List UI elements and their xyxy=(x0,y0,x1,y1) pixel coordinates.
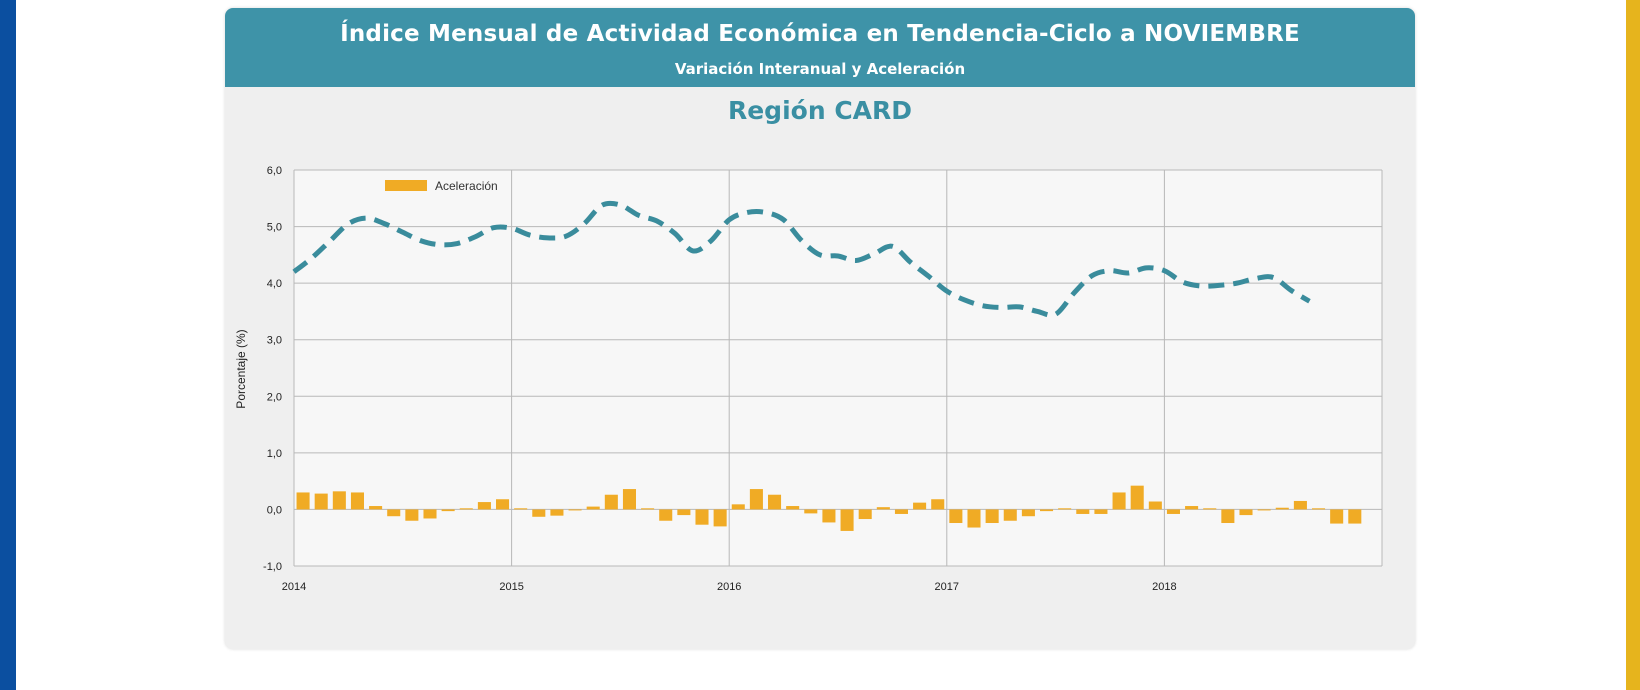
acceleration-bar xyxy=(568,509,582,511)
plot-area xyxy=(294,170,1382,566)
acceleration-bar xyxy=(1040,509,1054,512)
acceleration-bar xyxy=(314,493,328,510)
acceleration-bar xyxy=(477,502,491,510)
acceleration-bar xyxy=(858,509,872,520)
acceleration-bar xyxy=(786,506,800,510)
title-banner: Índice Mensual de Actividad Económica en… xyxy=(225,8,1415,87)
acceleration-bar xyxy=(931,499,945,510)
acceleration-bar xyxy=(659,509,673,521)
acceleration-bar xyxy=(876,507,890,510)
acceleration-bar xyxy=(586,506,600,510)
acceleration-bar xyxy=(894,509,908,514)
acceleration-bar xyxy=(713,509,727,527)
acceleration-bar xyxy=(405,509,419,521)
acceleration-bar xyxy=(532,509,546,517)
acceleration-bar xyxy=(423,509,437,519)
acceleration-bar xyxy=(804,509,818,514)
x-tick-label: 2017 xyxy=(935,581,959,593)
right-accent-stripe xyxy=(1626,0,1640,690)
acceleration-bar xyxy=(459,508,473,510)
y-tick-label: 2,0 xyxy=(267,391,282,403)
acceleration-bar xyxy=(387,509,401,517)
acceleration-bar xyxy=(731,504,745,510)
acceleration-bar xyxy=(985,509,999,524)
y-axis-label: Porcentaje (%) xyxy=(234,329,248,408)
acceleration-bar xyxy=(1330,509,1344,524)
acceleration-bar xyxy=(913,502,927,510)
x-tick-label: 2016 xyxy=(717,581,741,593)
acceleration-bar xyxy=(677,509,691,516)
acceleration-bar xyxy=(1239,509,1253,516)
y-tick-label: 6,0 xyxy=(267,165,282,177)
acceleration-bar xyxy=(1076,509,1090,514)
acceleration-bar xyxy=(967,509,981,528)
acceleration-bar xyxy=(350,492,364,510)
chart-card: Índice Mensual de Actividad Económica en… xyxy=(225,8,1415,649)
acceleration-bar xyxy=(332,491,346,510)
legend: Aceleración xyxy=(385,179,498,193)
x-tick-label: 2014 xyxy=(282,581,306,593)
acceleration-bar xyxy=(441,509,455,512)
acceleration-bar xyxy=(514,508,528,510)
y-tick-label: 1,0 xyxy=(267,448,282,460)
legend-swatch xyxy=(385,180,427,191)
acceleration-bar xyxy=(1203,508,1217,510)
acceleration-bar xyxy=(1166,509,1180,514)
legend-label: Aceleración xyxy=(435,179,498,193)
acceleration-bar xyxy=(695,509,709,525)
y-tick-label: 3,0 xyxy=(267,335,282,347)
acceleration-bar xyxy=(1185,506,1199,510)
y-tick-label: 4,0 xyxy=(267,278,282,290)
acceleration-bar xyxy=(1293,500,1307,510)
y-tick-label: 5,0 xyxy=(267,222,282,234)
x-tick-label: 2018 xyxy=(1152,581,1176,593)
acceleration-bar xyxy=(1130,485,1144,510)
acceleration-bar xyxy=(949,509,963,524)
acceleration-bar xyxy=(1058,508,1072,510)
acceleration-bar xyxy=(1112,492,1126,510)
chart-subtitle: Variación Interanual y Aceleración xyxy=(674,60,966,78)
y-tick-label: 0,0 xyxy=(267,504,282,516)
chart-plot: -1,0 0,0 1,0 2,0 3,0 4,0 5,0 6,0 2014 2015 2016 201… xyxy=(234,165,1383,593)
acceleration-bar xyxy=(641,508,655,510)
acceleration-bar xyxy=(1312,508,1326,510)
chart-title: Índice Mensual de Actividad Económica en… xyxy=(340,21,1300,47)
left-accent-stripe xyxy=(0,0,16,690)
acceleration-bar xyxy=(604,494,618,510)
region-title: Región CARD xyxy=(727,96,913,125)
acceleration-bar xyxy=(1221,509,1235,524)
series-line xyxy=(292,200,1311,318)
acceleration-bar xyxy=(1003,509,1017,521)
acceleration-bar xyxy=(369,506,383,510)
acceleration-bar xyxy=(822,509,836,523)
acceleration-bar xyxy=(1094,509,1108,514)
x-tick-label: 2015 xyxy=(499,581,523,593)
acceleration-bar xyxy=(1275,507,1289,510)
acceleration-bar xyxy=(496,499,510,510)
acceleration-bar xyxy=(1348,509,1362,524)
acceleration-bar xyxy=(622,489,636,510)
acceleration-bar xyxy=(768,494,782,510)
acceleration-bar xyxy=(1021,509,1035,517)
acceleration-bar xyxy=(550,509,564,516)
acceleration-bar xyxy=(296,492,310,510)
y-tick-label: -1,0 xyxy=(263,561,282,573)
acceleration-bar xyxy=(840,509,854,531)
acceleration-bar xyxy=(749,489,763,510)
acceleration-bar xyxy=(1257,509,1271,511)
acceleration-bar xyxy=(1148,501,1162,510)
